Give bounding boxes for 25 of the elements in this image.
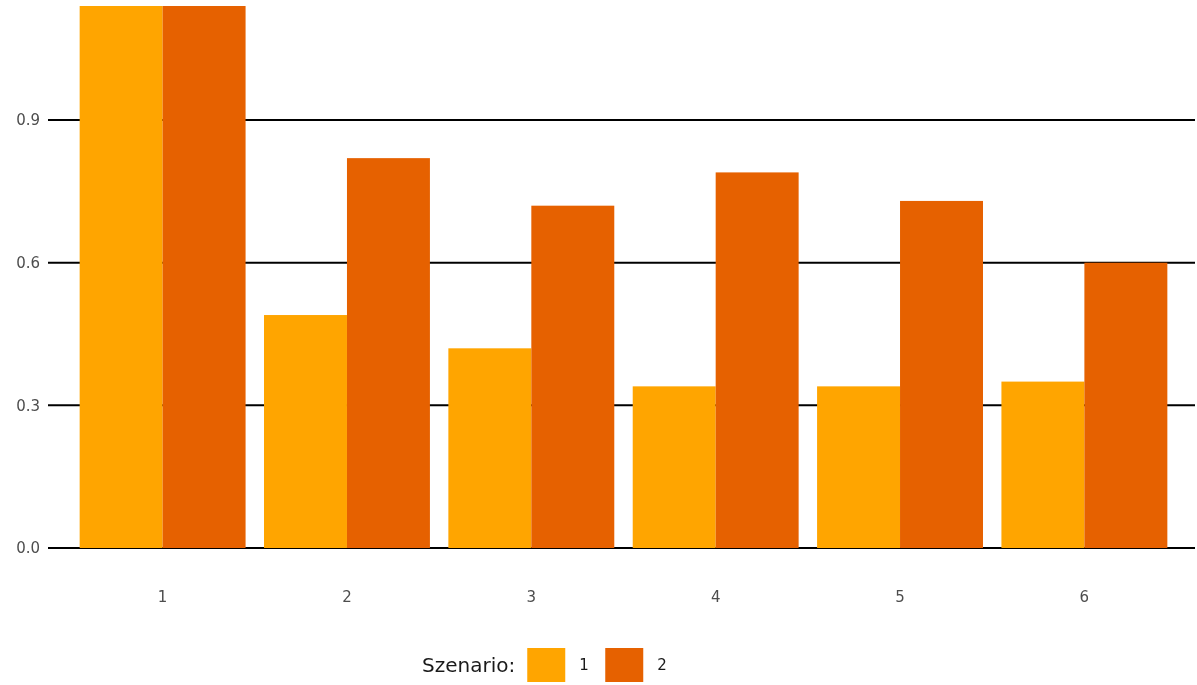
legend-label: 2 bbox=[657, 656, 667, 675]
y-tick-label: 0.3 bbox=[16, 396, 40, 415]
bar bbox=[715, 172, 799, 548]
bar bbox=[448, 348, 532, 548]
x-tick-label: 5 bbox=[895, 588, 905, 606]
bar bbox=[162, 6, 246, 548]
bar bbox=[531, 205, 615, 548]
x-tick-label: 3 bbox=[526, 588, 537, 606]
legend-label: 1 bbox=[579, 656, 589, 675]
x-tick-label: 4 bbox=[710, 588, 721, 606]
bar bbox=[346, 158, 430, 548]
x-tick-label: 2 bbox=[342, 588, 352, 606]
y-tick-label: 0.9 bbox=[16, 111, 40, 130]
x-tick-label: 6 bbox=[1079, 588, 1090, 606]
bar bbox=[264, 315, 347, 548]
bar bbox=[79, 6, 163, 548]
x-tick-label: 1 bbox=[157, 588, 168, 606]
bar bbox=[632, 386, 716, 548]
y-tick-label: 0.0 bbox=[16, 539, 40, 558]
legend-title: Szenario: bbox=[422, 653, 516, 677]
bar bbox=[1084, 262, 1168, 548]
y-tick-label: 0.6 bbox=[16, 253, 40, 272]
bar bbox=[900, 200, 983, 548]
bar bbox=[817, 386, 901, 548]
bar bbox=[1001, 381, 1085, 548]
